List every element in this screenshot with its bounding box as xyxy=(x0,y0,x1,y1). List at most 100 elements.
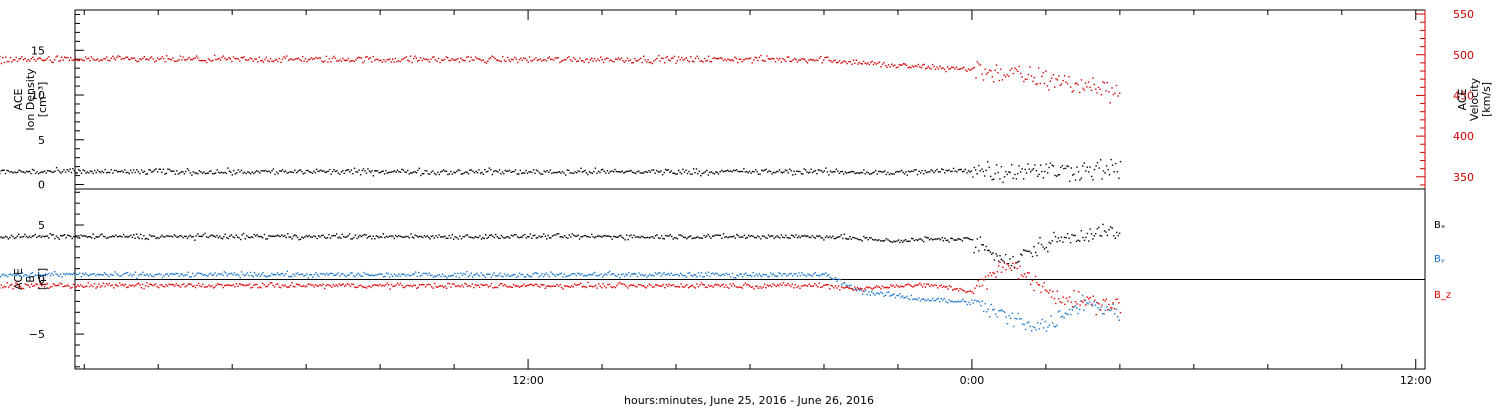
velocity-series-point xyxy=(129,59,131,61)
b-series-2-point xyxy=(679,272,682,274)
density-series-point xyxy=(840,171,842,173)
b-series-1-point xyxy=(356,237,358,240)
b-series-2-point xyxy=(196,272,199,274)
velocity-series-point xyxy=(368,58,370,60)
b-series-2-point xyxy=(51,272,53,275)
b-series-1-point xyxy=(910,237,913,240)
b-series-1-point xyxy=(1075,240,1078,242)
velocity-series-point xyxy=(544,59,546,61)
b-series-2-point xyxy=(718,274,720,277)
density-series-point xyxy=(504,169,506,172)
b-series-1-point xyxy=(706,235,708,237)
velocity-series-point xyxy=(442,59,444,62)
b-series-1-point xyxy=(294,234,296,236)
density-series-point xyxy=(826,171,829,173)
bottom-y-tick-label: 0 xyxy=(38,274,45,287)
b-series-1-point xyxy=(233,237,236,239)
density-series-point xyxy=(257,170,259,173)
velocity-series-point xyxy=(523,57,525,59)
density-series-point xyxy=(893,173,895,175)
density-series-point xyxy=(131,171,133,174)
velocity-series-point xyxy=(191,59,193,61)
b-series-2-point xyxy=(550,271,552,273)
velocity-series-point xyxy=(930,68,932,70)
b-series-1-point xyxy=(756,235,759,237)
b-series-2-point xyxy=(678,275,680,277)
velocity-series-point xyxy=(307,59,310,61)
velocity-series-point xyxy=(936,66,938,68)
b-series-1-point xyxy=(656,234,658,236)
b-series-1-point xyxy=(332,234,335,237)
b-series-2-point xyxy=(59,273,62,275)
density-series-point xyxy=(407,169,409,172)
density-series-point xyxy=(849,171,851,174)
b-series-1-point xyxy=(671,235,673,238)
b-series-2-point xyxy=(136,277,138,279)
b-series-1-point xyxy=(798,235,800,237)
b-series-2-point xyxy=(55,273,57,275)
b-series-1-point xyxy=(54,237,56,240)
velocity-series-point xyxy=(987,71,989,74)
density-series-point xyxy=(661,174,664,176)
density-series-point xyxy=(472,170,474,172)
velocity-series-point xyxy=(231,60,233,63)
density-series-point xyxy=(561,170,564,173)
b-series-1-point xyxy=(33,235,35,237)
density-series-point xyxy=(116,171,119,173)
b-series-1-point xyxy=(246,235,248,237)
density-series-point xyxy=(284,170,287,172)
density-series-point xyxy=(649,171,652,173)
b-series-2-point xyxy=(694,274,697,276)
velocity-series-point xyxy=(26,60,28,62)
density-series-point xyxy=(388,171,390,174)
b-series-1-point xyxy=(710,237,712,239)
velocity-series-point xyxy=(1052,74,1054,76)
b-series-2-point xyxy=(591,274,593,276)
density-series-point xyxy=(98,171,100,173)
velocity-series-point xyxy=(228,56,230,59)
velocity-series-point xyxy=(12,59,15,61)
density-series-point xyxy=(976,173,978,175)
b-series-1-point xyxy=(801,235,803,237)
density-series-point xyxy=(259,172,261,174)
velocity-series-point xyxy=(371,61,373,63)
b-series-2-point xyxy=(473,274,475,276)
b-series-2-point xyxy=(589,273,592,276)
b-series-1-point xyxy=(976,238,978,240)
density-series-point xyxy=(728,170,730,173)
density-series-point xyxy=(867,172,870,174)
density-series-point xyxy=(479,172,482,174)
density-series-point xyxy=(630,169,632,172)
b-series-1-point xyxy=(926,236,928,239)
density-series-point xyxy=(806,171,808,173)
velocity-series-point xyxy=(292,59,294,61)
density-series-point xyxy=(1073,173,1075,175)
b-series-1-point xyxy=(529,233,532,235)
density-series-point xyxy=(321,170,323,172)
density-series-point xyxy=(0,170,2,172)
density-series-point xyxy=(450,170,452,173)
density-series-point xyxy=(513,170,515,173)
density-series-point xyxy=(560,172,562,174)
b-series-2-point xyxy=(396,275,399,277)
b-series-1-point xyxy=(202,234,205,236)
b-series-1-point xyxy=(531,237,533,239)
velocity-series-point xyxy=(868,63,870,66)
velocity-series-point xyxy=(35,60,37,62)
velocity-series-point xyxy=(343,59,345,61)
velocity-series-point xyxy=(374,59,376,62)
b-series-2-point xyxy=(638,272,640,274)
density-series-point xyxy=(672,172,674,174)
b-series-1-point xyxy=(59,234,62,237)
b-series-1-point xyxy=(727,237,729,239)
b-series-2-point xyxy=(702,276,704,278)
density-series-point xyxy=(191,174,193,176)
b-series-2-point xyxy=(114,271,116,273)
velocity-series-point xyxy=(88,57,90,59)
velocity-series-point xyxy=(249,57,251,59)
velocity-series-point xyxy=(1049,80,1052,82)
density-series-point xyxy=(982,170,984,173)
b-series-1-point xyxy=(923,240,925,243)
density-series-point xyxy=(648,170,650,172)
velocity-series-point xyxy=(122,57,124,60)
